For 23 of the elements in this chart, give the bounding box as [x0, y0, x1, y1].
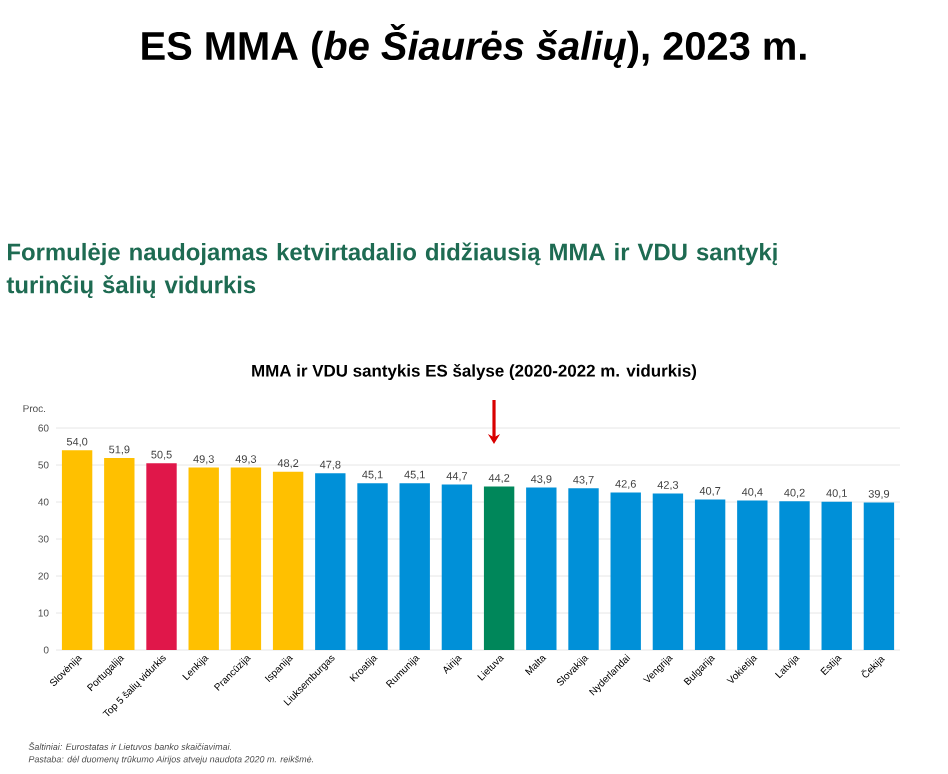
bar — [483, 486, 515, 650]
bar — [272, 471, 304, 650]
chart-subtitle: Formulėje naudojamas ketvirtadalio didžiausią MMA ir VDU santykį turinčių šalių vidurkis — [6, 242, 778, 299]
bar — [526, 487, 557, 650]
bar — [146, 463, 177, 650]
bar — [104, 457, 135, 650]
bar — [610, 492, 641, 650]
x-axis-title: MMA ir VDU santykis ES šalyse (2020-2022 m. vidurkis) — [252, 363, 697, 381]
bar — [694, 499, 726, 650]
bar — [230, 467, 262, 650]
bar — [357, 483, 388, 650]
bar — [188, 467, 219, 650]
bar — [399, 483, 430, 650]
bar — [441, 484, 473, 650]
bar — [315, 473, 346, 650]
bar — [737, 500, 768, 650]
bar — [779, 501, 810, 650]
bar — [568, 488, 599, 650]
bar — [863, 502, 895, 650]
bar — [61, 450, 93, 650]
bar — [652, 493, 684, 650]
bar — [821, 501, 852, 650]
chart-title: ES MMA (be Šiaurės šalių), 2023 m. — [142, 24, 806, 68]
